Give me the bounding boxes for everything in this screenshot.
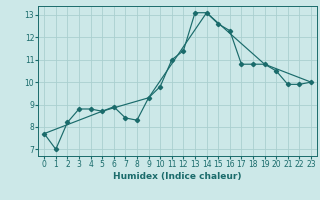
X-axis label: Humidex (Indice chaleur): Humidex (Indice chaleur) xyxy=(113,172,242,181)
